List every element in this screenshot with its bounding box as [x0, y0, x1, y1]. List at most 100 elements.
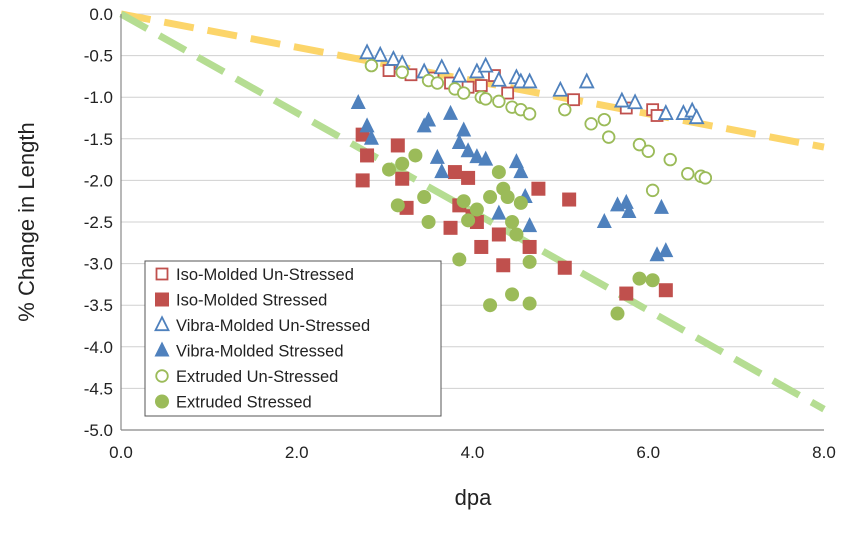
y-tick-label: -4.0 [84, 338, 113, 357]
data-point [698, 171, 713, 185]
x-axis-title: dpa [455, 485, 492, 510]
data-point [632, 137, 647, 152]
data-point [451, 66, 468, 83]
data-point [359, 117, 375, 133]
data-point [596, 213, 612, 228]
data-point [522, 107, 537, 121]
series-5 [382, 148, 660, 321]
data-point [557, 260, 572, 275]
data-point [469, 202, 484, 217]
data-point [434, 163, 450, 179]
data-point [649, 246, 665, 262]
x-tick-label: 2.0 [285, 443, 309, 462]
data-point [390, 198, 405, 213]
data-point [461, 213, 476, 228]
data-point [408, 148, 423, 163]
data-point [619, 286, 634, 301]
data-point [395, 171, 410, 186]
data-point [641, 144, 655, 158]
y-tick-label: -1.5 [84, 130, 113, 149]
y-tick-label: -2.0 [84, 171, 113, 190]
data-point [501, 86, 515, 100]
legend-label: Vibra-Molded Un-Stressed [176, 317, 370, 335]
data-point [657, 104, 674, 120]
data-point [461, 170, 476, 185]
data-point [447, 165, 462, 180]
data-point [567, 93, 580, 107]
data-point [474, 239, 489, 254]
data-point [372, 45, 389, 62]
data-point [627, 93, 644, 110]
data-point [433, 58, 450, 75]
legend-label: Iso-Molded Un-Stressed [176, 266, 354, 284]
x-tick-label: 4.0 [461, 443, 485, 462]
data-point [552, 80, 569, 97]
data-point [602, 130, 616, 144]
data-point [508, 153, 524, 169]
data-point [496, 258, 511, 273]
data-point [359, 43, 376, 60]
data-point [513, 195, 528, 210]
data-point [610, 306, 625, 321]
data-point [469, 148, 485, 164]
data-point [452, 252, 467, 267]
data-point [460, 142, 476, 158]
data-point [522, 239, 537, 254]
legend-marker [154, 341, 170, 357]
y-tick-label: 0.0 [89, 5, 113, 24]
data-point [658, 242, 674, 258]
data-point [364, 58, 379, 73]
x-tick-label: 0.0 [109, 443, 133, 462]
data-point [632, 271, 647, 286]
data-point [478, 150, 494, 166]
y-tick-label: -0.5 [84, 47, 113, 66]
data-point [443, 220, 458, 235]
legend-marker [154, 315, 170, 332]
data-point [421, 215, 436, 229]
y-tick-label: -4.5 [84, 379, 113, 398]
data-point [429, 148, 445, 164]
legend-box [144, 260, 442, 417]
data-point [522, 296, 537, 311]
data-point [618, 193, 634, 209]
data-point [509, 227, 524, 242]
data-point [562, 192, 577, 207]
data-point [621, 203, 637, 219]
data-point [505, 215, 520, 229]
data-point [500, 190, 515, 205]
data-point [382, 162, 397, 177]
legend-marker [155, 267, 169, 281]
y-tick-label: -1.0 [84, 88, 113, 107]
legend-label: Extruded Stressed [176, 394, 312, 412]
data-point [490, 70, 507, 87]
data-point [513, 163, 529, 179]
legend-marker [155, 369, 169, 383]
y-tick-label: -5.0 [84, 421, 113, 440]
data-point [421, 111, 437, 127]
legend-marker [155, 292, 169, 307]
data-point [531, 181, 546, 196]
x-tick-label: 6.0 [636, 443, 660, 462]
x-tick-label: 8.0 [812, 443, 836, 462]
data-point [483, 298, 498, 313]
y-axis-title: % Change in Length [14, 122, 39, 321]
trendline-0 [120, 10, 825, 151]
data-point [645, 183, 660, 198]
data-point [456, 194, 471, 209]
legend-marker [155, 394, 169, 409]
data-point [456, 121, 472, 137]
series-2 [359, 43, 705, 125]
data-point [491, 227, 506, 242]
data-point [645, 273, 660, 288]
data-point [395, 65, 409, 79]
data-point [385, 49, 402, 66]
data-point [355, 173, 370, 188]
data-point [417, 190, 432, 205]
data-point [477, 56, 494, 73]
y-tick-label: -2.5 [84, 213, 113, 232]
data-point [360, 148, 375, 163]
data-point [390, 138, 405, 153]
data-point [382, 64, 396, 77]
series-4 [364, 58, 713, 198]
